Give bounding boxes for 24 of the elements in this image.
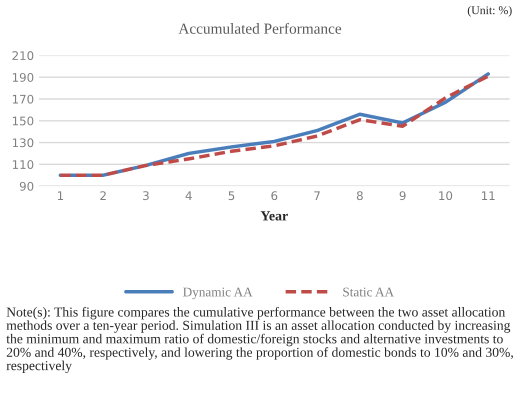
text: Note(s): This figure compares the cumulative performance between the two asset allocation methods over a ten-year period. Simulation III is an asset allocation conducted by increasing the minimum and maximum ratio of domestic/foreign stocks and alternative investments to 20% and 40%, respectively, and lowering the proportion of domestic bonds to 10% and 30%, respectively <box>6 306 513 374</box>
y-tick-label: 210 <box>12 51 34 60</box>
x-tick-label: 3 <box>143 191 149 200</box>
x-tick-label: 11 <box>482 191 495 200</box>
x-tick-label: 10 <box>439 191 452 200</box>
x-tick-label: 7 <box>314 191 320 200</box>
y-tick-label: 90 <box>20 182 34 191</box>
y-tick-label: 110 <box>12 160 34 169</box>
x-tick-label: 5 <box>228 191 234 200</box>
y-tick-label: 130 <box>12 138 34 148</box>
y-tick-label: 190 <box>12 72 34 82</box>
x-axis-title: Year <box>260 211 288 221</box>
chart-title: Accumulated Performance <box>178 22 342 34</box>
legend-label: Static AA <box>343 288 394 296</box>
x-tick-label: 6 <box>271 191 278 200</box>
legend-label: Dynamic AA <box>183 288 253 300</box>
text: (Unit: %) <box>468 6 512 17</box>
x-tick-label: 4 <box>186 191 192 200</box>
x-tick-label: 9 <box>400 191 406 200</box>
x-tick-label: 2 <box>100 191 106 200</box>
x-tick-label: 8 <box>356 191 363 200</box>
y-tick-label: 150 <box>12 116 34 126</box>
y-tick-label: 170 <box>12 94 34 104</box>
x-tick-label: 1 <box>58 191 64 200</box>
